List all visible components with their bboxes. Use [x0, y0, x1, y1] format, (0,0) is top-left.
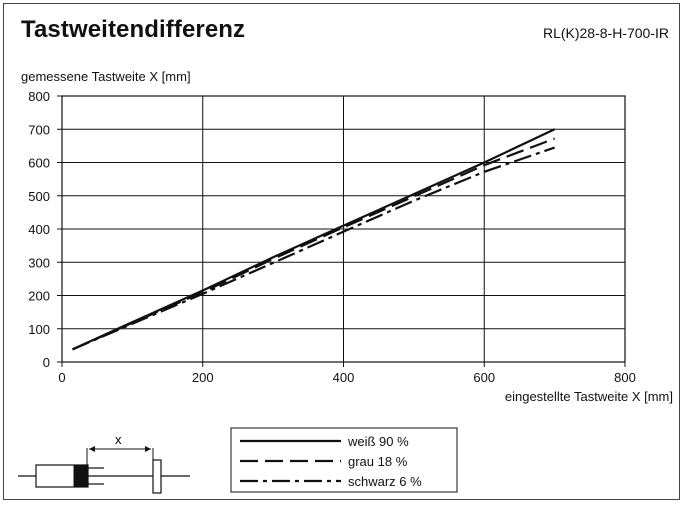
series-line-dashdot [72, 146, 555, 351]
y-tick-label: 200 [28, 289, 50, 304]
reflector [152, 459, 162, 494]
legend-label: grau 18 % [348, 454, 408, 469]
y-tick-label: 400 [28, 222, 50, 237]
y-tick-label: 500 [28, 189, 50, 204]
x-axis-label: eingestellte Tastweite X [mm] [504, 389, 673, 404]
model-label: RL(K)28-8-H-700-IR [542, 25, 669, 41]
sketch-distance-label: x [115, 432, 122, 447]
chart-plot-layer: 0 100 200 300 400 500 600 700 800 0 200 400 600 800 [28, 89, 636, 385]
y-tick-label: 300 [28, 255, 50, 270]
legend-box [230, 427, 458, 493]
x-tick-label: 400 [333, 370, 355, 385]
chart-title: Tastweitendifferenz [21, 16, 246, 43]
y-tick-label: 100 [28, 322, 50, 337]
y-tick-label: 600 [28, 156, 50, 171]
legend-label: weiß 90 % [347, 434, 409, 449]
x-tick-label: 800 [614, 370, 636, 385]
x-tick-label: 0 [58, 370, 65, 385]
legend-label: schwarz 6 % [348, 474, 422, 489]
y-axis-label: gemessene Tastweite X [mm] [21, 69, 191, 84]
x-tick-label: 600 [473, 370, 495, 385]
legend: weiß 90 % grau 18 % schwarz 6 % [230, 427, 458, 493]
sensor-sketch: x [18, 432, 190, 494]
y-tick-label: 800 [28, 89, 50, 104]
y-tick-label: 0 [43, 355, 50, 370]
series-group [72, 128, 556, 351]
sketch-arrow-left [89, 446, 95, 452]
y-tick-label: 700 [28, 122, 50, 137]
sensor-lens [73, 464, 89, 488]
sketch-arrow-right [145, 446, 151, 452]
x-tick-label: 200 [192, 370, 214, 385]
